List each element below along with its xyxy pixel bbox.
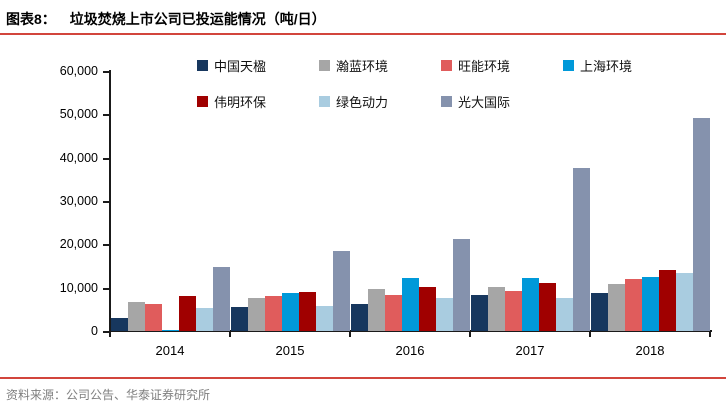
legend-label: 中国天楹 bbox=[214, 59, 267, 74]
x-axis-label-2015: 2015 bbox=[275, 343, 305, 358]
bar-伟明环保-2014 bbox=[179, 296, 196, 331]
bar-上海环境-2015 bbox=[282, 293, 299, 331]
legend-swatch-icon bbox=[563, 60, 574, 71]
y-axis-label: 10,000 bbox=[59, 280, 98, 295]
x-axis-label-2014: 2014 bbox=[155, 343, 185, 358]
bar-光大国际-2014 bbox=[213, 267, 230, 331]
legend-item-瀚蓝环境: 瀚蓝环境 bbox=[319, 56, 441, 75]
x-axis-tick bbox=[109, 332, 111, 337]
y-axis-label: 0 bbox=[91, 324, 98, 338]
bar-中国天楹-2016 bbox=[351, 304, 368, 331]
legend-item-绿色动力: 绿色动力 bbox=[319, 92, 441, 111]
y-axis-label: 20,000 bbox=[59, 237, 98, 252]
legend-swatch-icon bbox=[197, 96, 208, 107]
bar-伟明环保-2015 bbox=[299, 292, 316, 331]
bar-旺能环境-2017 bbox=[505, 291, 522, 331]
bar-光大国际-2018 bbox=[693, 118, 710, 331]
y-axis-tick bbox=[103, 331, 109, 333]
legend-item-旺能环境: 旺能环境 bbox=[441, 56, 563, 75]
bar-绿色动力-2016 bbox=[436, 298, 453, 331]
bar-光大国际-2017 bbox=[573, 168, 590, 331]
bar-瀚蓝环境-2018 bbox=[608, 284, 625, 331]
bar-伟明环保-2016 bbox=[419, 287, 436, 331]
x-axis-tick bbox=[469, 332, 471, 337]
legend-label: 伟明环保 bbox=[214, 95, 267, 110]
bar-上海环境-2017 bbox=[522, 278, 539, 331]
bar-中国天楹-2018 bbox=[591, 293, 608, 331]
bar-旺能环境-2015 bbox=[265, 296, 282, 331]
legend-label: 上海环境 bbox=[580, 59, 633, 74]
legend-swatch-icon bbox=[441, 96, 452, 107]
x-axis-tick bbox=[349, 332, 351, 337]
legend-item-上海环境: 上海环境 bbox=[563, 56, 685, 75]
bar-上海环境-2014 bbox=[162, 330, 179, 331]
bar-光大国际-2016 bbox=[453, 239, 470, 331]
x-axis-line bbox=[109, 330, 712, 332]
y-axis-tick bbox=[103, 201, 109, 203]
x-axis-label-2016: 2016 bbox=[395, 343, 425, 358]
bar-绿色动力-2017 bbox=[556, 298, 573, 331]
figure-number-label: 图表8： bbox=[6, 11, 56, 27]
y-axis-line bbox=[109, 70, 111, 332]
legend-swatch-icon bbox=[197, 60, 208, 71]
legend-label: 绿色动力 bbox=[336, 95, 389, 110]
y-axis-label: 30,000 bbox=[59, 194, 98, 208]
bar-旺能环境-2018 bbox=[625, 279, 642, 331]
title-divider-line bbox=[0, 33, 726, 35]
legend-label: 光大国际 bbox=[458, 95, 511, 110]
bar-伟明环保-2018 bbox=[659, 270, 676, 331]
figure-title: 图表8： 垃圾焚烧上市公司已投运能情况（吨/日） bbox=[6, 9, 326, 29]
y-axis-label: 50,000 bbox=[59, 107, 98, 122]
y-axis-tick bbox=[103, 114, 109, 117]
bar-绿色动力-2014 bbox=[196, 308, 213, 331]
y-axis-tick bbox=[103, 71, 109, 73]
bar-瀚蓝环境-2014 bbox=[128, 302, 145, 331]
bar-瀚蓝环境-2016 bbox=[368, 289, 385, 331]
y-axis-tick bbox=[103, 157, 109, 160]
source-note: 资料来源：公司公告、华泰证券研究所 bbox=[6, 388, 211, 402]
legend-item-中国天楹: 中国天楹 bbox=[197, 56, 319, 75]
y-axis-tick bbox=[103, 244, 109, 247]
bar-瀚蓝环境-2015 bbox=[248, 298, 265, 331]
bar-绿色动力-2018 bbox=[676, 273, 693, 331]
chart-legend: 中国天楹 瀚蓝环境 旺能环境 上海环境伟明环保 绿色动力 光大国际 bbox=[197, 56, 707, 128]
bar-中国天楹-2017 bbox=[471, 295, 488, 331]
bar-中国天楹-2014 bbox=[111, 318, 128, 331]
y-axis-label: 40,000 bbox=[59, 150, 98, 165]
x-axis-label-2017: 2017 bbox=[515, 343, 545, 358]
legend-label: 瀚蓝环境 bbox=[336, 59, 389, 74]
x-axis-tick bbox=[709, 332, 711, 337]
legend-label: 旺能环境 bbox=[458, 59, 511, 74]
bar-瀚蓝环境-2017 bbox=[488, 287, 505, 331]
y-axis-label: 60,000 bbox=[59, 64, 98, 78]
bar-上海环境-2016 bbox=[402, 278, 419, 331]
footer-divider-line bbox=[0, 377, 726, 379]
legend-swatch-icon bbox=[319, 96, 330, 107]
bar-旺能环境-2014 bbox=[145, 304, 162, 331]
y-axis-tick bbox=[103, 287, 109, 290]
figure-title-text: 垃圾焚烧上市公司已投运能情况（吨/日） bbox=[69, 11, 326, 27]
legend-item-伟明环保: 伟明环保 bbox=[197, 92, 319, 111]
bar-旺能环境-2016 bbox=[385, 295, 402, 331]
bar-绿色动力-2015 bbox=[316, 306, 333, 331]
bar-中国天楹-2015 bbox=[231, 307, 248, 331]
x-axis-label-2018: 2018 bbox=[635, 343, 665, 358]
bar-上海环境-2018 bbox=[642, 277, 659, 331]
legend-item-光大国际: 光大国际 bbox=[441, 92, 563, 111]
bar-伟明环保-2017 bbox=[539, 283, 556, 331]
bar-光大国际-2015 bbox=[333, 251, 350, 331]
legend-swatch-icon bbox=[319, 60, 330, 71]
legend-swatch-icon bbox=[441, 60, 452, 71]
x-axis-tick bbox=[229, 332, 231, 337]
x-axis-tick bbox=[589, 332, 591, 337]
